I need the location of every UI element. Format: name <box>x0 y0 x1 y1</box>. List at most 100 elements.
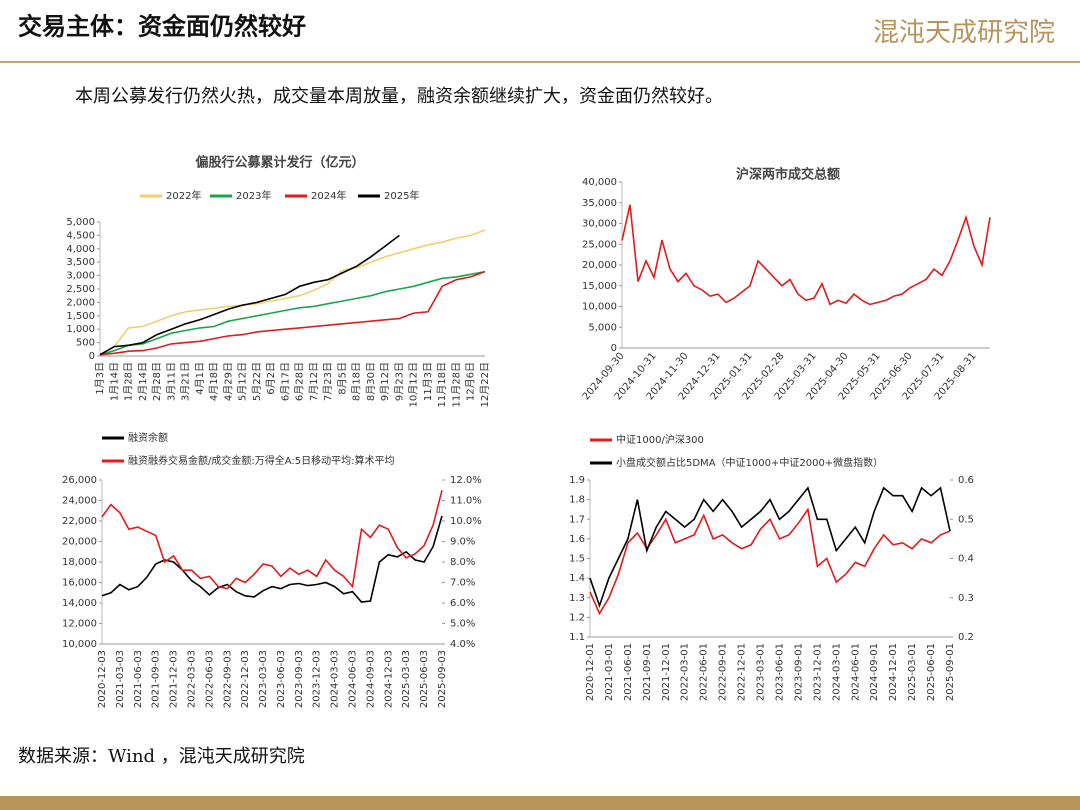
x-tick-label: 12月6日 <box>465 362 477 401</box>
x-tick-label: 2023-03-03 <box>258 650 269 708</box>
y2-tick-label: 4.0% <box>450 639 475 650</box>
y2-tick-label: 0.3 <box>958 593 974 604</box>
y2-tick-label: 0.2 <box>958 632 974 643</box>
x-tick-label: 2024-12-01 <box>888 643 899 701</box>
x-tick-label: 6月17日 <box>279 362 291 401</box>
y-tick-label: 4,500 <box>66 230 95 241</box>
y-tick-label: 35,000 <box>582 198 617 209</box>
x-tick-label: 2022-12-01 <box>737 643 748 701</box>
x-tick-label: 2020-12-01 <box>585 643 596 701</box>
x-tick-label: 2023-09-03 <box>294 650 305 708</box>
x-tick-label: 2024-03-03 <box>330 650 341 708</box>
y2-tick-label: 0.6 <box>958 475 974 486</box>
y2-tick-label: 7.0% <box>450 578 475 589</box>
x-tick-label: 1月14日 <box>108 362 120 401</box>
y-tick-label: 1.3 <box>569 593 585 604</box>
x-tick-label: 11月3日 <box>422 362 434 401</box>
x-tick-label: 3月21日 <box>180 362 192 401</box>
y-tick-label: 0 <box>611 343 617 354</box>
series-line <box>621 204 991 306</box>
chart-title: 沪深两市成交总额 <box>736 167 840 183</box>
x-tick-label: 5月22日 <box>251 362 263 401</box>
x-tick-label: 2025-09-01 <box>945 643 956 701</box>
series-line <box>101 490 443 590</box>
x-tick-label: 2022-03-01 <box>680 643 691 701</box>
x-tick-label: 4月18日 <box>208 362 220 401</box>
y-tick-label: 500 <box>76 338 95 349</box>
y-tick-label: 1,500 <box>66 311 95 322</box>
y-tick-label: 1.6 <box>569 534 585 545</box>
y-tick-label: 1.8 <box>569 495 585 506</box>
x-tick-label: 9月12日 <box>379 362 391 401</box>
y2-tick-label: 0.4 <box>958 554 974 565</box>
series-line <box>99 229 486 356</box>
x-tick-label: 2022-09-03 <box>222 650 233 708</box>
y-tick-label: 40,000 <box>582 177 617 188</box>
x-tick-label: 2025-06-01 <box>926 643 937 701</box>
y-tick-label: 5,000 <box>588 322 617 333</box>
y-tick-label: 5,000 <box>66 217 95 228</box>
subtitle: 本周公募发行仍然火热，成交量本周放量，融资余额继续扩大，资金面仍然较好。 <box>75 86 723 107</box>
slide-title: 交易主体：资金面仍然较好 <box>18 12 306 41</box>
y-tick-label: 3,000 <box>66 271 95 282</box>
x-tick-label: 2024-12-03 <box>383 650 394 708</box>
x-tick-label: 12月22日 <box>479 362 491 407</box>
series-line <box>99 234 400 356</box>
chart-title: 偏股行公募累计发行（亿元） <box>195 155 364 171</box>
y2-tick-label: 0.5 <box>958 514 974 525</box>
y-tick-label: 16,000 <box>62 578 97 589</box>
x-tick-label: 7月23日 <box>322 362 334 401</box>
x-tick-label: 3月11日 <box>165 362 177 401</box>
y-tick-label: 24,000 <box>62 496 97 507</box>
x-tick-label: 2021-06-01 <box>623 643 634 701</box>
y-tick-label: 22,000 <box>62 516 97 527</box>
y-tick-label: 1.1 <box>569 632 585 643</box>
x-tick-label: 2023-09-01 <box>793 643 804 701</box>
x-tick-label: 6月2日 <box>265 362 277 395</box>
legend-label: 融资余额 <box>128 431 168 444</box>
x-tick-label: 2023-06-01 <box>774 643 785 701</box>
x-tick-label: 2025-03-01 <box>907 643 918 701</box>
y2-tick-label: 11.0% <box>450 496 482 507</box>
x-tick-label: 2023-12-01 <box>812 643 823 701</box>
x-tick-label: 2023-12-03 <box>312 650 323 708</box>
x-tick-label: 1月3日 <box>94 362 106 395</box>
x-tick-label: 8月30日 <box>365 362 377 401</box>
y-tick-label: 3,500 <box>66 257 95 268</box>
legend-label: 2024年 <box>311 189 346 202</box>
y-tick-label: 1,000 <box>66 324 95 335</box>
x-tick-label: 8月5日 <box>336 362 348 395</box>
x-tick-label: 6月28日 <box>294 362 306 401</box>
x-tick-label: 2024-09-01 <box>869 643 880 701</box>
x-tick-label: 4月1日 <box>194 362 206 395</box>
x-tick-label: 2024-09-03 <box>365 650 376 708</box>
x-tick-label: 10月12日 <box>408 362 420 407</box>
x-tick-label: 2月14日 <box>137 362 149 401</box>
series-line <box>101 515 443 603</box>
y-tick-label: 1.5 <box>569 554 585 565</box>
x-tick-label: 11月28日 <box>450 362 462 407</box>
legend-label: 小盘成交额占比5DMA（中证1000+中证2000+微盘指数） <box>616 456 883 469</box>
x-tick-label: 2022-09-01 <box>718 643 729 701</box>
y-tick-label: 20,000 <box>62 537 97 548</box>
series-line <box>99 270 486 356</box>
legend-label: 2022年 <box>166 189 201 202</box>
y2-tick-label: 5.0% <box>450 619 475 630</box>
x-tick-label: 2022-06-03 <box>204 650 215 708</box>
legend-label: 2025年 <box>384 189 419 202</box>
x-tick-label: 4月29日 <box>222 362 234 401</box>
x-tick-label: 2024-06-03 <box>348 650 359 708</box>
y-tick-label: 18,000 <box>62 557 97 568</box>
x-tick-label: 2023-03-01 <box>756 643 767 701</box>
x-tick-label: 2021-09-01 <box>642 643 653 701</box>
y-tick-label: 12,000 <box>62 619 97 630</box>
y-tick-label: 1.4 <box>569 573 585 584</box>
source: 数据来源：Wind ，混沌天成研究院 <box>18 746 305 767</box>
logo: 混沌天成研究院 <box>873 18 1055 48</box>
y-tick-label: 1.2 <box>569 612 585 623</box>
x-tick-label: 2022-12-03 <box>240 650 251 708</box>
series-line <box>589 486 951 609</box>
y-tick-label: 30,000 <box>582 219 617 230</box>
x-tick-label: 8月18日 <box>351 362 363 401</box>
